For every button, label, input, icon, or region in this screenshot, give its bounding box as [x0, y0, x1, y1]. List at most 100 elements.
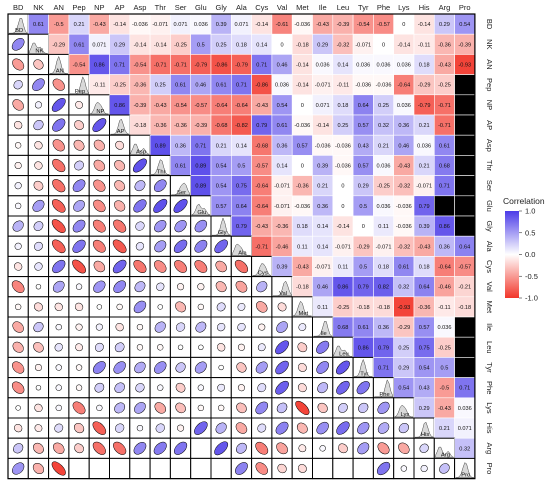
upper-cell: -0.071 [271, 175, 293, 197]
corr-ellipse [157, 384, 164, 391]
lower-cell [68, 94, 90, 116]
density-curve [272, 280, 292, 297]
lower-cell [230, 276, 253, 298]
corr-value: 0.036 [316, 63, 330, 69]
lower-cell [210, 336, 232, 358]
corr-ellipse [113, 219, 127, 233]
corr-ellipse [258, 323, 266, 331]
upper-cell: -0.14 [393, 33, 415, 55]
corr-value: -0.43 [154, 103, 167, 109]
lower-cell [372, 397, 395, 419]
lower-cell [48, 276, 70, 298]
col-label-thr: Thr [155, 3, 167, 12]
corr-ellipse [214, 239, 228, 254]
corr-value: 0.5 [197, 42, 205, 48]
corr-ellipse [358, 402, 369, 413]
corr-ellipse [298, 444, 307, 453]
legend-tick-label: 0.0 [525, 250, 535, 259]
upper-cell: 0.071 [170, 13, 191, 35]
upper-cell: 0.29 [312, 33, 334, 55]
upper-cell: 0.79 [413, 195, 435, 217]
lower-cell [48, 175, 70, 197]
upper-cell: -0.036 [352, 74, 374, 96]
upper-cell: -0.14 [129, 33, 151, 55]
corr-ellipse [114, 160, 126, 171]
corr-ellipse [217, 343, 226, 352]
corr-value: 0.036 [437, 325, 451, 331]
upper-cell: 0.86 [332, 276, 354, 298]
density-curve [292, 300, 312, 317]
corr-ellipse [92, 239, 106, 253]
lower-cell [169, 437, 192, 459]
corr-value: 0.86 [114, 103, 125, 109]
corr-ellipse [134, 180, 146, 192]
corr-ellipse [173, 198, 188, 213]
upper-cell: -0.39 [190, 114, 212, 136]
upper-cell: 0.86 [88, 54, 110, 75]
upper-cell: 0.036 [271, 74, 293, 96]
lower-cell [332, 397, 354, 419]
corr-value: 0.036 [397, 63, 411, 69]
upper-cell: 0.071 [231, 13, 252, 35]
corr-value: -0.25 [174, 42, 187, 48]
corr-value: 0.39 [317, 164, 328, 170]
diagonal-label: Thr [157, 170, 166, 176]
corr-ellipse [12, 321, 24, 333]
lower-cell [230, 397, 253, 419]
diagonal-label: Lys [400, 412, 409, 418]
upper-cell: -0.25 [433, 336, 455, 358]
upper-cell: -0.29 [48, 33, 70, 55]
corr-ellipse [72, 401, 86, 415]
corr-ellipse [275, 380, 289, 395]
lower-cell [149, 356, 171, 379]
lower-cell [251, 316, 273, 338]
corr-ellipse [75, 384, 83, 391]
corr-ellipse [33, 221, 44, 231]
corr-ellipse [236, 402, 247, 414]
corr-ellipse [398, 442, 410, 455]
upper-cell: 0.71 [251, 54, 273, 75]
density-curve [252, 263, 272, 276]
lower-cell [332, 356, 354, 379]
lower-cell [190, 215, 212, 237]
corr-ellipse [398, 423, 409, 434]
upper-cell: 0.18 [332, 94, 354, 116]
corr-ellipse [12, 341, 24, 353]
lower-cell [7, 397, 29, 419]
lower-cell [372, 437, 395, 459]
lower-cell [129, 336, 151, 358]
upper-cell: -0.036 [291, 195, 313, 217]
lower-cell [251, 397, 273, 419]
lower-cell [251, 336, 273, 358]
col-label-his: His [419, 3, 430, 12]
upper-cell: -0.43 [413, 235, 435, 257]
corr-value: -0.36 [296, 184, 309, 190]
upper-cell: -0.93 [393, 296, 415, 318]
diagonal-cell-ser: Ser [169, 175, 192, 197]
corr-value: 0.61 [175, 164, 186, 170]
upper-cell: 0.61 [433, 134, 455, 156]
corr-value: -0.64 [235, 103, 248, 109]
corr-value: 0.11 [338, 265, 348, 271]
upper-cell: 0.14 [312, 235, 334, 257]
upper-cell: -0.79 [231, 54, 252, 75]
upper-cell [454, 195, 476, 217]
corr-value: -0.18 [296, 42, 309, 48]
diagonal-label: Leu [339, 351, 349, 357]
corr-value: -0.86 [255, 83, 268, 89]
lower-cell [393, 437, 415, 459]
upper-cell: 0.18 [291, 215, 313, 237]
corr-ellipse [297, 363, 307, 372]
lower-cell [48, 235, 70, 257]
corr-ellipse [316, 421, 329, 435]
upper-cell: 0.036 [190, 13, 212, 35]
diagonal-label: Cys [258, 271, 268, 277]
corr-value: -0.25 [438, 83, 451, 89]
upper-cell: -0.86 [210, 54, 232, 75]
corr-value: -0.29 [397, 325, 410, 331]
corr-ellipse [11, 280, 25, 294]
corr-value: 0.036 [458, 406, 472, 412]
lower-cell [413, 437, 435, 459]
row-label-ap: AP [485, 120, 494, 130]
lower-cell [169, 397, 192, 419]
